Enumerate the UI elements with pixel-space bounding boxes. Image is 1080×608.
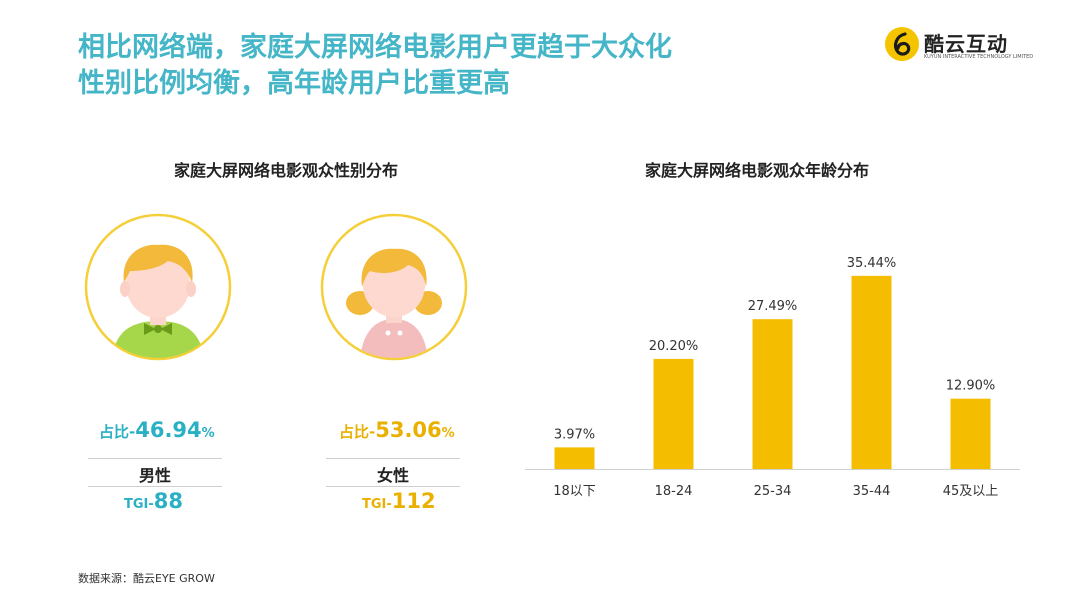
bar-2 <box>752 319 793 469</box>
male-share-prefix: 占比- <box>99 423 136 441</box>
age-section-title: 家庭大屏网络电影观众年龄分布 <box>645 161 870 180</box>
gender-section-title: 家庭大屏网络电影观众性别分布 <box>174 161 399 180</box>
male-share-value: 46.94 <box>135 418 202 442</box>
headline-line-1: 相比网络端，家庭大屏网络电影用户更趋于大众化 <box>78 32 672 63</box>
female-avatar-icon <box>320 213 468 361</box>
x-tick-label-3: 35-44 <box>853 484 891 499</box>
bar-value-label-2: 27.49% <box>748 299 798 314</box>
x-tick-label-4: 45及以上 <box>943 484 999 499</box>
female-tgi-prefix: TGI- <box>362 497 392 512</box>
female-tgi-value: 112 <box>391 489 436 513</box>
data-source-note: 数据来源：酷云EYE GROW <box>78 572 215 585</box>
age-bar-chart: 3.97% 18以下 20.20% 18-24 27.49% 25-34 35.44% 35-… <box>525 256 1020 499</box>
brand-name: 酷云互动 <box>924 32 1008 56</box>
male-share: 占比-46.94% <box>99 418 215 442</box>
female-tgi: TGI-112 <box>362 489 436 513</box>
female-divider-bottom <box>326 486 460 487</box>
female-share-percent: % <box>441 426 455 441</box>
x-tick-label-0: 18以下 <box>553 484 596 499</box>
headline-line-2: 性别比例均衡，高年龄用户比重更高 <box>78 68 510 99</box>
male-tgi-value: 88 <box>153 489 184 513</box>
brand-mark-icon <box>885 27 919 61</box>
bar-value-label-4: 12.90% <box>946 379 996 394</box>
bar-3 <box>851 275 892 469</box>
male-tgi-prefix: TGI- <box>124 497 154 512</box>
bar-1 <box>653 358 694 469</box>
female-share-value: 53.06 <box>375 418 442 442</box>
bar-4 <box>950 398 991 469</box>
male-divider-bottom <box>88 486 222 487</box>
male-avatar-icon <box>84 213 232 361</box>
bar-0 <box>554 447 595 469</box>
page-headline: 相比网络端，家庭大屏网络电影用户更趋于大众化 性别比例均衡，高年龄用户比重更高 <box>78 30 672 102</box>
bar-value-label-3: 35.44% <box>847 256 897 271</box>
female-divider-top <box>326 458 460 459</box>
brand-subtitle: KUYUN INTERACTIVE TECHNOLOGY LIMITED <box>924 54 1034 60</box>
x-tick-label-2: 25-34 <box>754 484 792 499</box>
male-divider-top <box>88 458 222 459</box>
male-tgi: TGI-88 <box>124 489 183 513</box>
female-share: 占比-53.06% <box>339 418 455 442</box>
female-label: 女性 <box>376 466 409 485</box>
x-tick-label-1: 18-24 <box>655 484 693 499</box>
bar-value-label-0: 3.97% <box>554 427 595 442</box>
male-label: 男性 <box>138 466 171 485</box>
female-share-prefix: 占比- <box>339 423 376 441</box>
male-share-percent: % <box>201 426 215 441</box>
bar-value-label-1: 20.20% <box>649 339 699 354</box>
brand-logo: 酷云互动 KUYUN INTERACTIVE TECHNOLOGY LIMITE… <box>884 26 1034 66</box>
